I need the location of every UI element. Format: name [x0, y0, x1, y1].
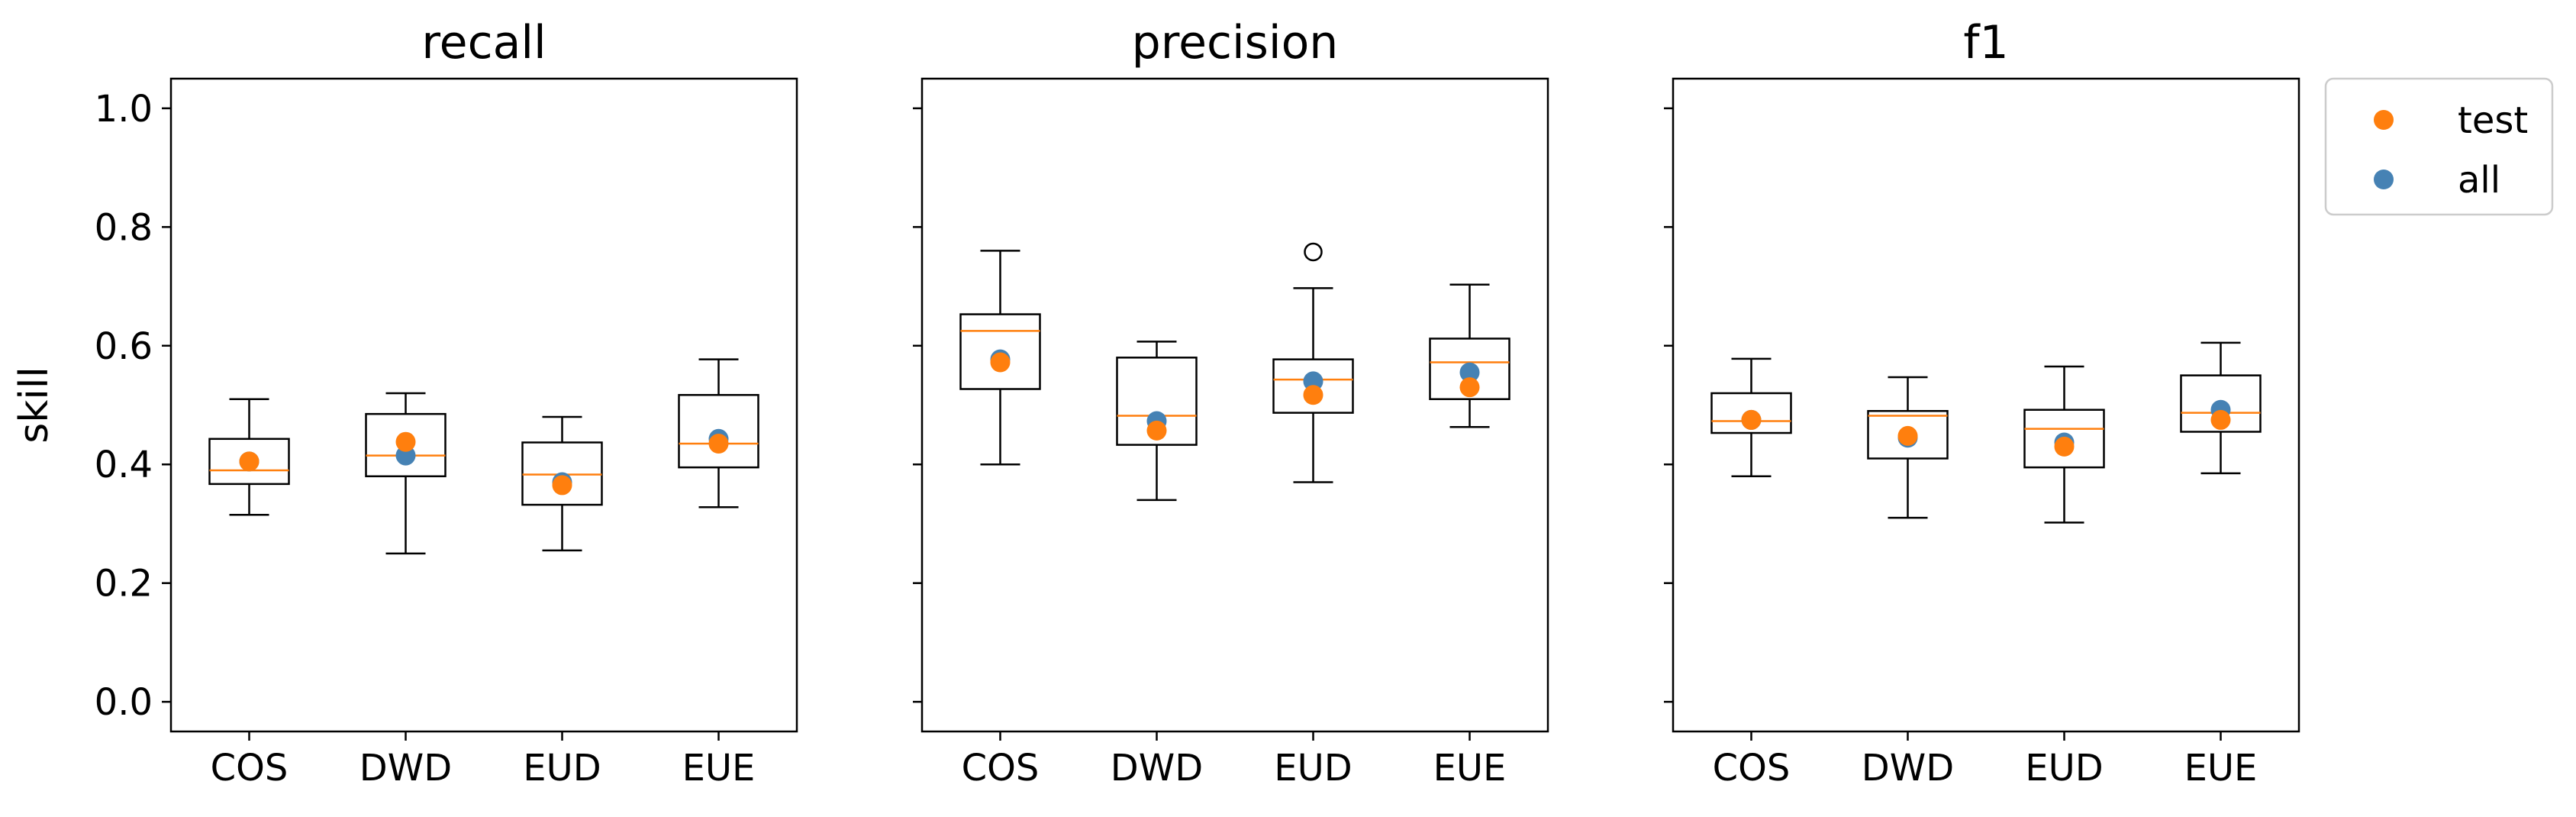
test-point [990, 352, 1011, 373]
x-tick-label: COS [962, 747, 1040, 790]
box-COS [1710, 357, 1792, 478]
box-EUD [1272, 242, 1354, 483]
panel-title: f1 [1963, 16, 2008, 69]
y-tick-label: 0.4 [95, 444, 153, 486]
legend-marker-test [2374, 110, 2394, 130]
plot-frame [169, 77, 798, 733]
box-iqr [1710, 392, 1792, 434]
box-iqr [2023, 408, 2105, 469]
test-point [239, 451, 260, 472]
box-iqr [2180, 374, 2262, 433]
test-point [1303, 385, 1323, 405]
box-iqr [1116, 357, 1198, 446]
box-DWD [365, 392, 447, 555]
test-point [1146, 420, 1167, 441]
box-EUE [1429, 283, 1510, 428]
all-point [1303, 371, 1323, 392]
panel-recall: recall 0.0 0.2 0.4 0.6 0.8 1.0 COS DWD EUD EUE [95, 16, 798, 790]
x-tick-label: EUE [2184, 747, 2258, 790]
box-iqr [1272, 358, 1354, 414]
all-point [395, 445, 416, 466]
x-tick-label: EUD [2025, 747, 2103, 790]
test-point [2210, 409, 2231, 430]
test-point [1741, 409, 1762, 430]
box-COS [208, 398, 290, 516]
x-tick-label: COS [211, 747, 289, 790]
x-tick-label: EUD [1274, 747, 1352, 790]
box-iqr [959, 313, 1041, 390]
test-point [395, 431, 416, 452]
y-tick-label: 0.0 [95, 681, 153, 724]
panel-title: precision [1132, 16, 1339, 69]
all-point [1459, 362, 1480, 383]
x-tick-label: EUD [523, 747, 601, 790]
box-iqr [365, 412, 447, 478]
box-iqr [208, 438, 290, 486]
y-tick-label: 0.2 [95, 563, 153, 605]
box-iqr [1429, 337, 1510, 400]
box-EUD [2023, 365, 2105, 524]
y-tick-label: 0.6 [95, 325, 153, 368]
legend: test all [2324, 77, 2554, 216]
test-point [1897, 425, 1918, 446]
x-tick-label: EUE [1433, 747, 1507, 790]
box-COS [959, 250, 1041, 466]
legend-label-all: all [2458, 159, 2500, 202]
x-tick-label: DWD [1111, 747, 1203, 790]
box-DWD [1867, 376, 1949, 519]
box-iqr [1867, 410, 1949, 460]
y-tick-label: 1.0 [95, 88, 153, 131]
flier-point [1304, 242, 1323, 262]
y-axis-label: skill [11, 367, 57, 444]
x-tick-label: DWD [1862, 747, 1954, 790]
panel-precision: precision COS DWD EUD EUE [913, 16, 1549, 790]
x-tick-label: EUE [682, 747, 756, 790]
test-point [708, 434, 729, 454]
plot-frame [920, 77, 1549, 733]
plot-frame [1672, 77, 2300, 733]
test-point [552, 475, 572, 496]
x-tick-label: DWD [359, 747, 452, 790]
test-point [2054, 436, 2075, 457]
y-tick-label: 0.8 [95, 206, 153, 249]
test-point [1459, 377, 1480, 398]
legend-label-test: test [2458, 99, 2528, 142]
legend-marker-all [2374, 170, 2394, 189]
x-tick-label: COS [1713, 747, 1791, 790]
box-iqr [678, 394, 759, 469]
panel-f1: f1 COS DWD EUD EUE [1664, 16, 2300, 790]
panel-title: recall [421, 16, 546, 69]
